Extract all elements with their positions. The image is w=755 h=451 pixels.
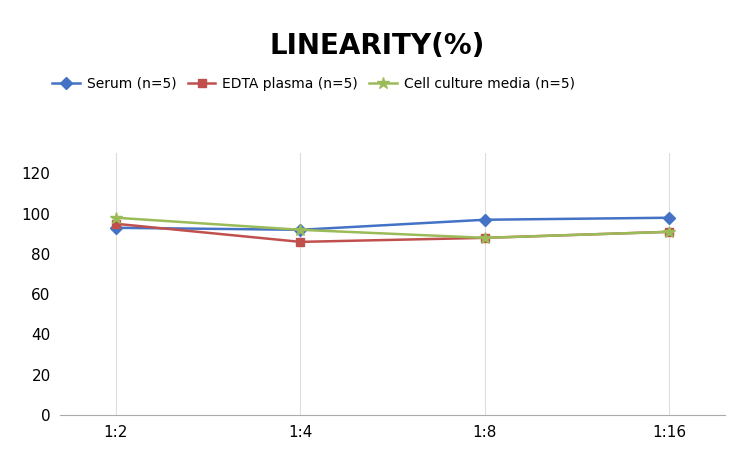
Serum (n=5)	[296, 227, 305, 233]
EDTA plasma (n=5)	[480, 235, 489, 240]
Legend: Serum (n=5), EDTA plasma (n=5), Cell culture media (n=5): Serum (n=5), EDTA plasma (n=5), Cell cul…	[52, 77, 575, 91]
Cell culture media (n=5)	[665, 229, 674, 235]
EDTA plasma (n=5)	[665, 229, 674, 235]
Serum (n=5)	[665, 215, 674, 221]
Cell culture media (n=5)	[111, 215, 120, 221]
Cell culture media (n=5)	[480, 235, 489, 240]
Line: EDTA plasma (n=5): EDTA plasma (n=5)	[112, 220, 673, 246]
Cell culture media (n=5)	[296, 227, 305, 233]
Text: LINEARITY(%): LINEARITY(%)	[270, 32, 485, 60]
Line: Cell culture media (n=5): Cell culture media (n=5)	[109, 212, 676, 244]
EDTA plasma (n=5)	[111, 221, 120, 226]
Line: Serum (n=5): Serum (n=5)	[112, 214, 673, 234]
Serum (n=5)	[480, 217, 489, 222]
EDTA plasma (n=5)	[296, 239, 305, 244]
Serum (n=5)	[111, 225, 120, 230]
